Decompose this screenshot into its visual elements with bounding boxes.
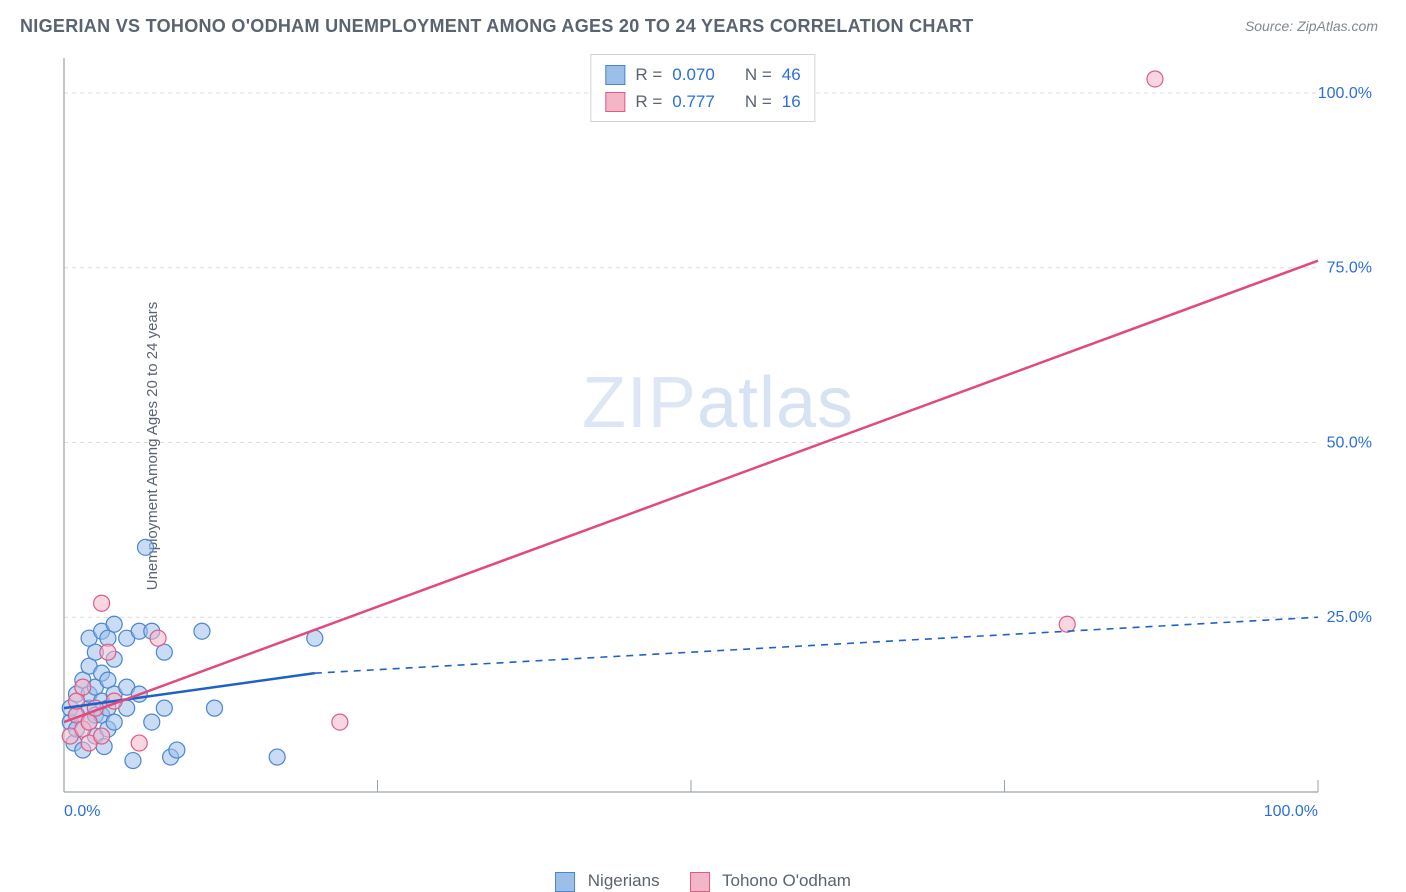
legend-n-label: N =	[745, 88, 772, 115]
svg-text:0.0%: 0.0%	[64, 803, 100, 820]
legend-r-value: 0.777	[672, 88, 715, 115]
legend-row-nigerians: R = 0.070 N = 46	[605, 61, 800, 88]
legend-row-tohono: R = 0.777 N = 16	[605, 88, 800, 115]
svg-text:50.0%: 50.0%	[1327, 434, 1372, 451]
chart-plot-area: 25.0%50.0%75.0%100.0%0.0%100.0% ZIPatlas	[58, 52, 1378, 832]
legend-label: Tohono O'odham	[722, 871, 851, 890]
svg-text:25.0%: 25.0%	[1327, 609, 1372, 626]
chart-svg: 25.0% 50.0% 75.0% 100.0% 0.0% 100.0%	[58, 52, 1378, 832]
legend-n-value: 16	[782, 88, 801, 115]
source-attribution: Source: ZipAtlas.com	[1245, 18, 1378, 34]
svg-text:100.0%: 100.0%	[1318, 85, 1372, 102]
legend-label: Nigerians	[588, 871, 660, 890]
chart-title: NIGERIAN VS TOHONO O'ODHAM UNEMPLOYMENT …	[20, 16, 974, 37]
legend-r-label: R =	[635, 88, 662, 115]
svg-text:100.0%: 100.0%	[1264, 803, 1318, 820]
correlation-legend: R = 0.070 N = 46 R = 0.777 N = 16	[590, 54, 815, 122]
legend-swatch-icon	[555, 872, 575, 892]
legend-swatch-tohono	[605, 92, 625, 112]
series-legend: Nigerians Tohono O'odham	[555, 871, 851, 892]
legend-n-label: N =	[745, 61, 772, 88]
legend-item-nigerians: Nigerians	[555, 871, 660, 892]
legend-swatch-icon	[690, 872, 710, 892]
legend-swatch-nigerians	[605, 65, 625, 85]
legend-n-value: 46	[782, 61, 801, 88]
legend-r-label: R =	[635, 61, 662, 88]
legend-item-tohono: Tohono O'odham	[690, 871, 851, 892]
svg-text:75.0%: 75.0%	[1327, 260, 1372, 277]
legend-r-value: 0.070	[672, 61, 715, 88]
